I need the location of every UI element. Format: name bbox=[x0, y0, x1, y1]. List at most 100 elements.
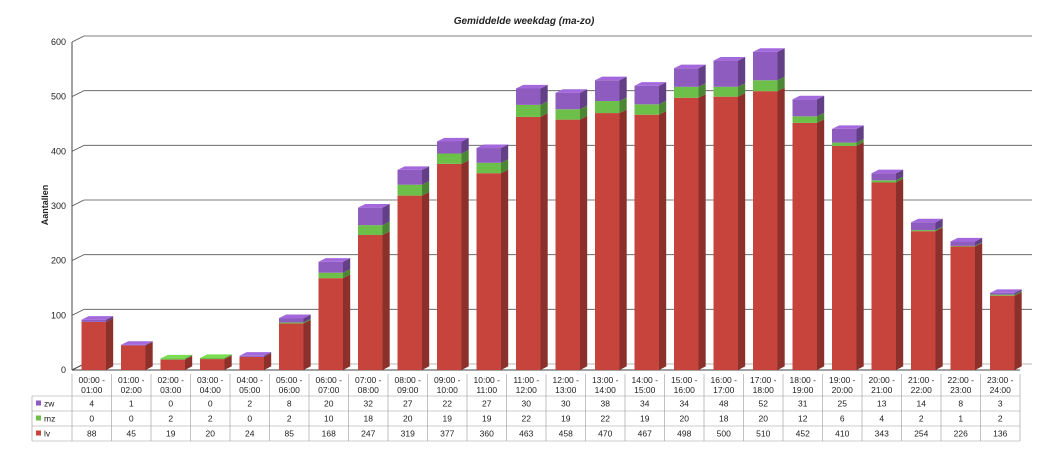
x-tick-label: 06:00 - bbox=[316, 375, 343, 385]
bar-front bbox=[713, 96, 738, 371]
x-tick-label: 02:00 bbox=[121, 385, 143, 395]
bar-side bbox=[698, 64, 706, 87]
bar-front bbox=[279, 322, 304, 324]
table-cell: 20 bbox=[680, 414, 690, 424]
bar-front bbox=[713, 86, 738, 97]
bar-side bbox=[184, 356, 193, 370]
bar-side bbox=[777, 87, 785, 370]
bar-side bbox=[224, 354, 232, 360]
bar-front bbox=[595, 113, 620, 371]
table-cell: 6 bbox=[840, 414, 845, 424]
table-cell: 226 bbox=[954, 429, 968, 439]
table-cell: 30 bbox=[522, 399, 532, 409]
bar-front bbox=[279, 323, 304, 370]
x-tick-label: 05:00 bbox=[239, 385, 261, 395]
bar-lv-17 bbox=[753, 87, 785, 370]
bar-side bbox=[342, 258, 351, 273]
bar-lv-23 bbox=[990, 292, 1022, 370]
bar-front bbox=[674, 68, 699, 87]
chart-title: Gemiddelde weekdag (ma-zo) bbox=[454, 16, 595, 27]
bar-front bbox=[121, 344, 146, 346]
bar-side bbox=[224, 355, 232, 370]
bar-top-22 bbox=[950, 237, 983, 242]
bar-mz-13 bbox=[595, 97, 627, 114]
bar-zw-5 bbox=[279, 314, 311, 323]
x-tick-label: 11:00 - bbox=[513, 375, 539, 385]
bar-lv-13 bbox=[595, 109, 627, 371]
y-tick-label: 400 bbox=[51, 146, 66, 156]
bar-front bbox=[753, 91, 778, 370]
bar-side bbox=[303, 319, 311, 370]
x-tick-label: 15:00 - bbox=[671, 375, 698, 385]
gridline-depth bbox=[71, 35, 85, 43]
y-tick-label: 100 bbox=[51, 310, 66, 320]
bar-mz-16 bbox=[713, 83, 746, 97]
gridline-depth bbox=[71, 144, 85, 152]
bar-mz-10 bbox=[476, 159, 509, 174]
bar-front bbox=[634, 104, 659, 115]
table-cell: 467 bbox=[638, 429, 652, 439]
bar-side bbox=[461, 160, 469, 370]
bar-side bbox=[658, 111, 667, 371]
bar-front bbox=[911, 222, 936, 231]
bar-top-10 bbox=[476, 144, 509, 149]
bar-side bbox=[303, 314, 311, 323]
bar-front bbox=[239, 355, 264, 357]
bar-front bbox=[516, 88, 541, 105]
bar-side bbox=[382, 204, 390, 226]
table-cell: 2 bbox=[287, 414, 292, 424]
bar-zw-16 bbox=[713, 56, 746, 87]
bar-side bbox=[540, 113, 548, 370]
bar-top-14 bbox=[634, 82, 667, 86]
bar-front bbox=[990, 295, 1015, 370]
x-tick-label: 09:00 bbox=[397, 385, 419, 395]
bar-front bbox=[160, 358, 185, 360]
legend-label-mz: mz bbox=[44, 414, 55, 424]
x-tick-label: 04:00 - bbox=[237, 375, 264, 385]
bar-top-20 bbox=[871, 169, 904, 174]
bar-front bbox=[990, 292, 1015, 295]
table-cell: 38 bbox=[601, 399, 611, 409]
bar-mz-8 bbox=[397, 181, 430, 196]
bar-front bbox=[318, 272, 343, 279]
bar-side bbox=[658, 82, 667, 105]
bar-front bbox=[832, 142, 857, 146]
table-cell: 0 bbox=[89, 414, 94, 424]
y-tick-label: 600 bbox=[51, 37, 66, 47]
x-tick-label: 23:00 bbox=[950, 385, 972, 395]
bar-mz-11 bbox=[516, 101, 548, 117]
bar-mz-9 bbox=[437, 149, 469, 164]
bar-side bbox=[935, 218, 943, 231]
table-cell: 0 bbox=[208, 399, 213, 409]
bar-mz-19 bbox=[832, 138, 864, 146]
bar-mz-18 bbox=[792, 112, 825, 123]
bar-zw-17 bbox=[753, 48, 785, 81]
bar-front bbox=[792, 116, 817, 123]
bar-zw-4 bbox=[239, 352, 272, 357]
bar-side bbox=[105, 318, 114, 370]
x-tick-label: 22:00 bbox=[911, 385, 933, 395]
bar-front bbox=[318, 261, 343, 273]
bar-front bbox=[476, 173, 501, 370]
bar-side bbox=[1014, 290, 1022, 296]
bar-front bbox=[832, 145, 857, 370]
bar-lv-6 bbox=[318, 274, 351, 370]
bar-mz-14 bbox=[634, 100, 667, 115]
bar-side bbox=[737, 56, 746, 87]
bar-front bbox=[476, 148, 501, 163]
y-tick-label: 0 bbox=[61, 365, 66, 375]
x-tick-label: 03:00 bbox=[160, 385, 182, 395]
x-tick-label: 21:00 bbox=[871, 385, 893, 395]
bar-front bbox=[832, 128, 857, 143]
bar-zw-19 bbox=[832, 125, 864, 143]
bar-side bbox=[816, 112, 825, 123]
x-tick-label: 19:00 - bbox=[829, 375, 856, 385]
bar-mz-22 bbox=[950, 242, 983, 247]
y-tick-label: 200 bbox=[51, 256, 66, 266]
bar-side bbox=[1014, 289, 1022, 295]
x-tick-label: 15:00 bbox=[634, 385, 656, 395]
x-tick-label: 01:00 bbox=[81, 385, 103, 395]
table-cell: 19 bbox=[166, 429, 176, 439]
bar-front bbox=[950, 246, 975, 370]
bar-top-4 bbox=[239, 352, 272, 356]
